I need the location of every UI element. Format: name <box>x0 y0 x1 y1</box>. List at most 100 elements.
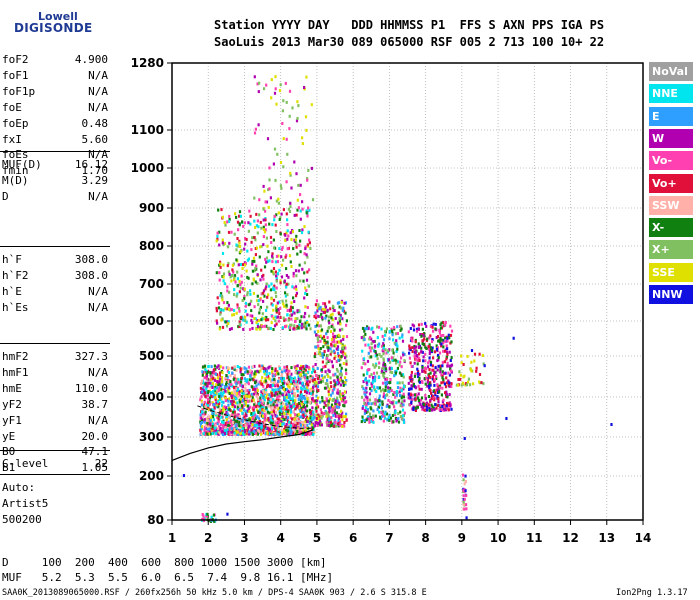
echo-point <box>231 313 234 317</box>
echo-point <box>302 420 305 424</box>
echo-point <box>368 368 371 371</box>
echo-point <box>432 322 435 326</box>
echo-point <box>434 366 437 370</box>
echo-point <box>285 100 288 104</box>
echo-point <box>306 293 309 296</box>
echo-point <box>382 357 385 361</box>
echo-point <box>319 324 322 328</box>
footer-muf-line: MUF 5.2 5.3 5.5 6.0 6.5 7.4 9.8 16.1 [MH… <box>2 571 334 584</box>
echo-point <box>465 516 468 520</box>
echo-point <box>225 431 228 435</box>
echo-point <box>220 404 224 408</box>
echo-point <box>208 430 211 434</box>
echo-point <box>340 415 343 419</box>
echo-point <box>295 234 298 238</box>
echo-point <box>281 420 284 424</box>
echo-point <box>391 333 394 337</box>
echo-point <box>219 429 222 432</box>
echo-point <box>363 411 366 415</box>
echo-point <box>236 303 239 307</box>
echo-point <box>322 335 326 339</box>
echo-point <box>411 346 414 350</box>
echo-point <box>306 255 309 259</box>
echo-point <box>334 372 337 376</box>
echo-point <box>256 231 259 235</box>
echo-point <box>364 393 367 397</box>
echo-point <box>253 131 257 135</box>
echo-point <box>341 353 345 357</box>
echo-point <box>250 248 253 252</box>
echo-point <box>271 254 274 258</box>
echo-point <box>240 315 243 319</box>
echo-point <box>241 299 244 302</box>
echo-point <box>326 336 329 340</box>
echo-point <box>434 327 437 331</box>
echo-point <box>411 397 414 401</box>
footer-file-line: SAA0K_2013089065000.RSF / 260fx256h 50 k… <box>2 588 427 598</box>
echo-point <box>223 432 226 435</box>
echo-point <box>235 386 238 390</box>
echo-point <box>441 408 444 412</box>
echo-point <box>294 380 297 384</box>
echo-point <box>317 340 320 344</box>
echo-point <box>207 432 211 436</box>
echo-point <box>396 360 399 364</box>
echo-point <box>478 373 482 376</box>
echo-point <box>216 400 220 404</box>
echo-point <box>438 328 441 332</box>
echo-point <box>302 365 305 369</box>
echo-point <box>259 298 262 302</box>
echo-point <box>231 384 234 388</box>
echo-point <box>284 410 288 414</box>
echo-point <box>282 165 285 169</box>
echo-point <box>428 352 431 355</box>
echo-point <box>231 421 234 424</box>
echo-point <box>425 324 428 328</box>
echo-point <box>432 329 435 333</box>
echo-point <box>344 311 347 315</box>
echo-point <box>257 402 260 406</box>
echo-point <box>303 367 306 371</box>
echo-point <box>258 198 261 202</box>
echo-point <box>298 394 301 398</box>
echo-point <box>226 285 229 289</box>
echo-point <box>475 369 478 373</box>
echo-point <box>284 430 287 434</box>
echo-point <box>418 345 421 349</box>
echo-point <box>328 397 332 401</box>
echo-point <box>400 327 403 331</box>
echo-point <box>278 365 281 369</box>
echo-point <box>256 319 259 322</box>
echo-point <box>280 275 284 279</box>
echo-point <box>329 352 332 356</box>
echo-point <box>309 416 312 420</box>
echo-point <box>463 482 466 486</box>
echo-point <box>255 420 258 424</box>
echo-point <box>290 313 294 317</box>
echo-point <box>252 398 255 402</box>
echo-point <box>389 386 392 390</box>
echo-point <box>244 409 247 413</box>
echo-point <box>283 318 286 322</box>
echo-point <box>220 380 223 384</box>
echo-point <box>399 394 402 398</box>
echo-point <box>385 412 389 416</box>
echo-point <box>276 384 280 388</box>
echo-point <box>287 207 290 211</box>
echo-point <box>362 387 365 391</box>
echo-point <box>370 355 373 359</box>
echo-point <box>222 279 225 283</box>
echo-point <box>416 359 419 362</box>
echo-point <box>236 305 239 309</box>
echo-point <box>282 258 285 262</box>
echo-point <box>428 368 431 371</box>
echo-point <box>225 382 228 386</box>
echo-point <box>380 406 383 410</box>
echo-point <box>450 340 453 344</box>
echo-point <box>375 364 378 368</box>
echo-point <box>281 246 284 249</box>
x-tick-label: 6 <box>349 531 357 545</box>
echo-point <box>270 297 273 301</box>
echo-point <box>292 296 295 300</box>
echo-point <box>328 417 331 421</box>
